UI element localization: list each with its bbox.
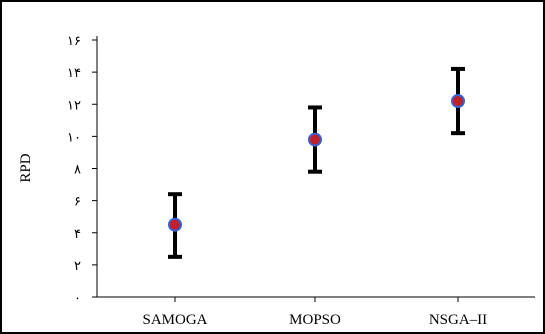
y-tick-label: ۲	[74, 259, 81, 274]
y-tick-label: ۱۴	[67, 66, 81, 81]
y-tick-label: ۱۶	[67, 34, 81, 49]
y-tick-label: ۱۲	[67, 98, 81, 113]
y-ticks-group: ۰ ۲ ۴ ۶ ۸ ۱۰ ۱۲ ۱۴ ۱۶	[67, 34, 97, 306]
mean-point	[168, 217, 182, 232]
y-tick-label: ۶	[74, 195, 81, 210]
x-categories-group: SAMOGA MOPSO NSGA–II	[142, 297, 487, 328]
x-category-label: SAMOGA	[142, 312, 207, 328]
mean-point	[451, 94, 465, 109]
mean-point	[308, 132, 322, 147]
marks-group	[168, 66, 465, 259]
y-tick-label: ۱۰	[67, 130, 81, 145]
axes-group	[96, 36, 535, 298]
x-category-label: NSGA–II	[429, 312, 487, 328]
y-axis-label: RPD	[18, 153, 34, 182]
y-tick-label: ۸	[74, 163, 81, 178]
y-tick-label: ۰	[74, 291, 81, 306]
y-tick-label: ۴	[74, 227, 81, 242]
x-category-label: MOPSO	[289, 312, 341, 328]
